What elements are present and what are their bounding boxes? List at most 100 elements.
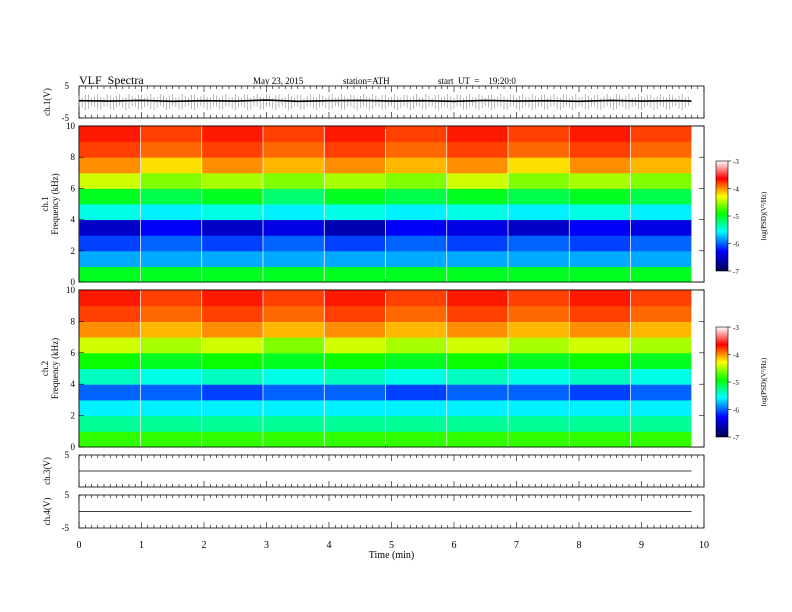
spectrogram-cell-ch2 (447, 384, 508, 401)
spectrogram-cell-ch1 (630, 126, 692, 143)
spectrogram-cell-ch2 (79, 305, 141, 322)
spectrogram-cell-ch2 (385, 415, 447, 432)
spectrogram-cell-ch1 (324, 126, 386, 143)
spectrogram-cell-ch2 (140, 290, 202, 307)
y-tick-label: 8 (71, 152, 76, 162)
colorbar-tick-label: -5 (733, 379, 739, 387)
spectrogram-cell-ch1 (569, 126, 631, 143)
x-tick-label: 1 (139, 540, 144, 551)
spectrogram-cell-ch1 (324, 172, 386, 189)
spectrogram-cell-ch2 (385, 337, 447, 354)
spectrogram-cell-ch2 (569, 399, 631, 417)
panel-border (78, 289, 705, 448)
spectrogram-cell-ch1 (263, 250, 324, 267)
spectrogram-cell-ch1 (569, 235, 631, 252)
spectrogram-cell-ch1 (447, 141, 508, 158)
spectrogram-cell-ch2 (630, 337, 692, 354)
spectrogram-cell-ch1 (140, 172, 202, 189)
spectrogram-cell-ch2 (630, 305, 692, 322)
x-tick-label: 9 (639, 540, 644, 551)
spectrogram-cell-ch1 (263, 204, 324, 221)
start-time-label: start UT = 19:20:0 (438, 76, 516, 86)
spectrogram-cell-ch1 (630, 235, 692, 252)
spectrogram-cell-ch1 (202, 188, 263, 205)
spectrogram-cell-ch1 (508, 250, 569, 267)
spectrogram-cell-ch2 (447, 368, 508, 385)
y-axis-label-frequency: Frequency (kHz) (50, 338, 60, 399)
spectrogram-cell-ch2 (324, 321, 386, 338)
spectrogram-cell-ch1 (569, 172, 631, 189)
spectrogram-cell-ch2 (79, 352, 141, 369)
spectrogram-cell-ch1 (569, 219, 631, 236)
spectrogram-cell-ch1 (263, 219, 324, 236)
y-tick-label: 10 (66, 285, 76, 295)
spectrogram-cell-ch1 (324, 157, 386, 174)
spectrogram-cell-ch1 (385, 266, 447, 283)
waveform-line-ch1-waveform (78, 99, 692, 103)
spectrogram-cell-ch2 (202, 321, 263, 338)
spectrogram-cell-ch1 (569, 188, 631, 205)
spectrogram-cell-ch1 (508, 141, 569, 158)
colorbar-label: log(PSD)(V²/Hz) (760, 191, 768, 240)
spectrogram-cell-ch1 (140, 266, 202, 283)
y-tick-label: 5 (65, 81, 70, 91)
spectrogram-cell-ch2 (79, 399, 141, 417)
spectrogram-cell-ch1 (140, 157, 202, 174)
spectrogram-cell-ch2 (140, 431, 202, 448)
spectrogram-cell-ch2 (385, 305, 447, 322)
spectrogram-cell-ch1 (79, 250, 141, 267)
spectrogram-cell-ch2 (79, 431, 141, 448)
spectrogram-cell-ch2 (630, 321, 692, 338)
spectrogram-cell-ch2 (263, 415, 324, 432)
spectrogram-cell-ch1 (447, 250, 508, 267)
spectrogram-cell-ch2 (508, 431, 569, 448)
spectrogram-cell-ch2 (385, 352, 447, 369)
spectrogram-cell-ch2 (569, 321, 631, 338)
spectrogram-cell-ch2 (630, 384, 692, 401)
spectrogram-cell-ch1 (508, 188, 569, 205)
x-tick-label: 3 (264, 540, 269, 551)
spectrogram-cell-ch2 (140, 384, 202, 401)
y-tick-label: 6 (71, 183, 76, 193)
x-tick-label: 5 (389, 540, 394, 551)
spectrogram-cell-ch1 (447, 235, 508, 252)
spectrogram-cell-ch1 (79, 126, 141, 143)
spectrogram-cell-ch1 (140, 250, 202, 267)
spectrogram-cell-ch2 (385, 321, 447, 338)
spectrogram-cell-ch1 (508, 204, 569, 221)
spectrogram-cell-ch2 (263, 321, 324, 338)
spectrogram-cell-ch2 (508, 290, 569, 307)
spectrogram-cell-ch2 (569, 352, 631, 369)
spectrogram-cell-ch2 (79, 368, 141, 385)
spectrogram-cell-ch2 (202, 368, 263, 385)
spectrogram-cell-ch2 (140, 415, 202, 432)
spectrogram-cell-ch1 (385, 250, 447, 267)
colorbar-label: log(PSD)(V²/Hz) (760, 357, 768, 406)
x-tick-label: 10 (699, 540, 709, 551)
spectrogram-cell-ch1 (324, 188, 386, 205)
spectrogram-cell-ch2 (385, 431, 447, 448)
spectrogram-cell-ch1 (79, 219, 141, 236)
x-tick-label: 2 (202, 540, 207, 551)
station-label: station=ATH (343, 76, 390, 86)
y-axis-label-frequency: Frequency (kHz) (50, 173, 60, 234)
y-tick-label: -5 (62, 113, 70, 123)
colorbar-tick-label: -4 (733, 352, 739, 360)
spectrogram-cell-ch1 (569, 250, 631, 267)
spectrogram-cell-ch2 (140, 368, 202, 385)
spectrogram-cell-ch1 (202, 126, 263, 143)
spectrogram-cell-ch2 (202, 337, 263, 354)
spectrogram-cell-ch1 (202, 157, 263, 174)
spectrogram-cell-ch1 (385, 219, 447, 236)
y-axis-label-channel: ch.1 (40, 196, 50, 211)
y-axis-label-ch4-waveform: ch.4(V) (42, 498, 52, 526)
colorbar-tick-label: -7 (733, 434, 739, 442)
spectrogram-cell-ch2 (630, 399, 692, 417)
colorbar-ch1 (715, 160, 729, 272)
spectrogram-cell-ch1 (140, 126, 202, 143)
spectrogram-cell-ch1 (385, 126, 447, 143)
spectrogram-cell-ch1 (508, 172, 569, 189)
spectrogram-cell-ch1 (569, 204, 631, 221)
colorbar-tick-label: -7 (733, 268, 739, 276)
